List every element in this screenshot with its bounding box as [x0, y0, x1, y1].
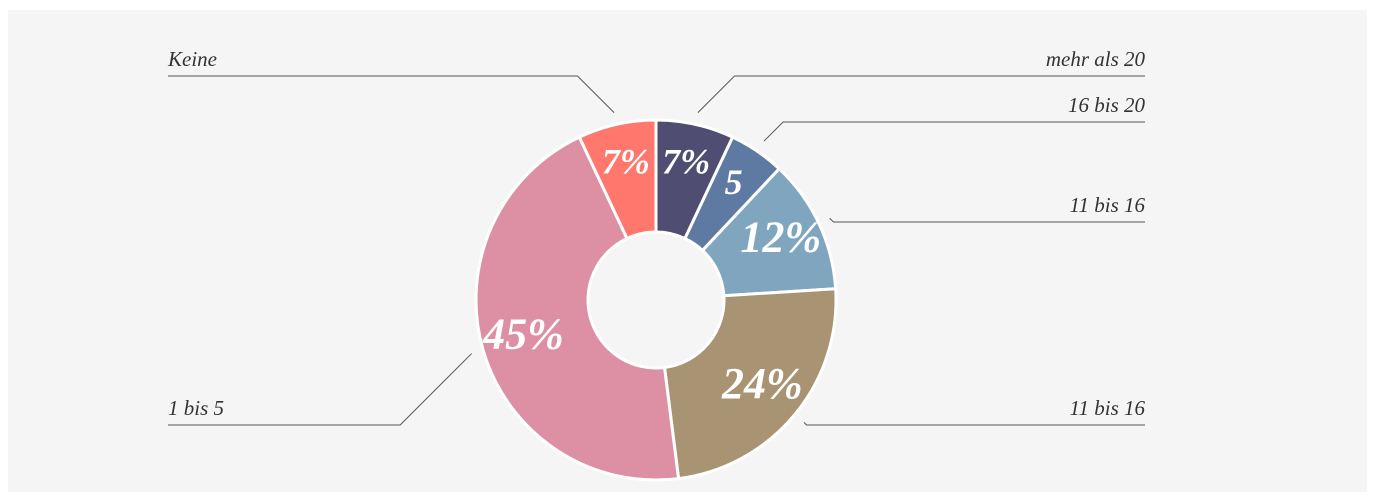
- value-label: 7%: [662, 142, 710, 182]
- slice: [700, 166, 838, 298]
- value-label: 45%: [482, 310, 564, 359]
- category-label: mehr als 20: [1046, 47, 1146, 71]
- value-label: 5: [725, 162, 743, 202]
- leader-line: [168, 75, 615, 113]
- value-label: 12%: [741, 212, 822, 261]
- slice: [662, 287, 838, 481]
- leader-line: [829, 217, 1145, 223]
- slice: [577, 118, 658, 241]
- category-label: Keine: [167, 47, 217, 71]
- category-label: 16 bis 20: [1068, 93, 1146, 117]
- slice: [474, 135, 681, 482]
- leader-line: [763, 121, 1145, 142]
- value-label: 7%: [602, 142, 650, 182]
- value-label: 24%: [721, 359, 803, 408]
- leader-line: [803, 422, 1145, 426]
- category-label: 1 bis 5: [168, 396, 224, 420]
- category-label: 11 bis 16: [1070, 396, 1146, 420]
- category-label: 11 bis 16: [1070, 193, 1146, 217]
- leader-line: [168, 353, 472, 426]
- leader-line: [697, 75, 1145, 113]
